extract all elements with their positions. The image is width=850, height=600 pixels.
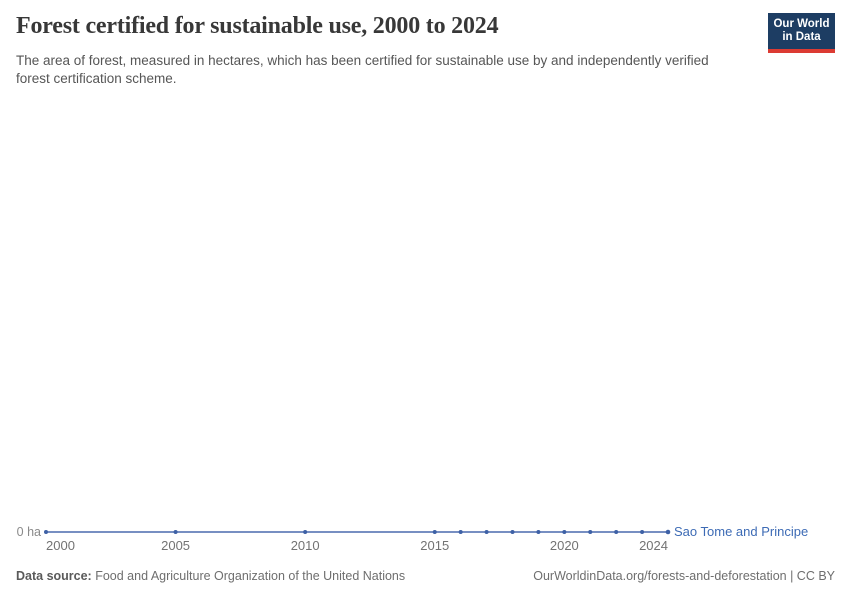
- x-axis-tick-2015: 2015: [420, 538, 450, 553]
- attribution-link[interactable]: OurWorldinData.org/forests-and-deforesta…: [533, 569, 835, 583]
- owid-logo-line1: Our World: [773, 18, 830, 30]
- data-point-2019[interactable]: [536, 530, 541, 534]
- data-point-2017[interactable]: [484, 530, 489, 534]
- data-point-2005[interactable]: [173, 530, 178, 534]
- line-series-svg: [44, 529, 671, 535]
- chart-footer: Data source: Food and Agriculture Organi…: [16, 569, 835, 583]
- x-axis-tick-2010: 2010: [290, 538, 320, 553]
- chart-subtitle: The area of forest, measured in hectares…: [16, 53, 709, 86]
- data-point-2000[interactable]: [44, 530, 48, 534]
- data-point-2021[interactable]: [588, 530, 593, 534]
- owid-logo-line2: in Data: [782, 31, 821, 43]
- data-point-2020[interactable]: [562, 530, 567, 534]
- data-point-2023[interactable]: [640, 530, 645, 534]
- page-title: Forest certified for sustainable use, 20…: [16, 13, 499, 39]
- x-axis-tick-2024: 2024: [639, 538, 668, 553]
- data-source-note: Data source: Food and Agriculture Organi…: [16, 569, 405, 583]
- y-axis-zero-label: 0 ha: [16, 525, 41, 539]
- series-label[interactable]: Sao Tome and Principe: [674, 524, 809, 539]
- data-point-2024[interactable]: [665, 529, 671, 535]
- data-point-2016[interactable]: [458, 530, 463, 534]
- data-point-2022[interactable]: [614, 530, 619, 534]
- data-point-2015[interactable]: [432, 530, 437, 534]
- data-point-2018[interactable]: [510, 530, 515, 534]
- x-axis-tick-2000: 2000: [46, 538, 75, 553]
- x-axis-tick-2005: 2005: [161, 538, 191, 553]
- data-source-text: Food and Agriculture Organization of the…: [95, 569, 406, 583]
- x-axis-tick-2020: 2020: [549, 538, 579, 553]
- plot-area[interactable]: [0, 95, 850, 555]
- data-source-label: Data source:: [16, 569, 92, 583]
- owid-logo[interactable]: Our World in Data: [768, 13, 835, 53]
- data-point-2010[interactable]: [303, 530, 308, 534]
